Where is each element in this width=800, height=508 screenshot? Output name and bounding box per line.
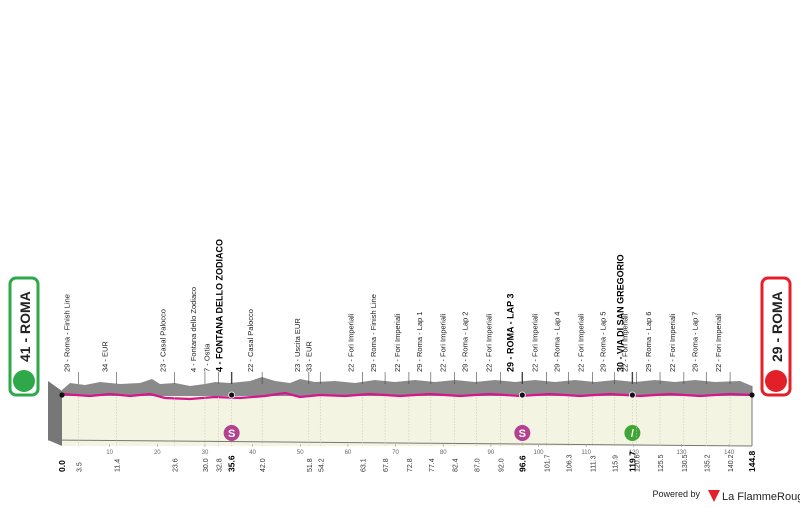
km-tick-label: 120 [629,450,640,456]
waypoint-name: 29 - ROMA - LAP 3 [505,293,515,372]
waypoint-km: 3.5 [77,462,84,472]
waypoint-km: 30.0 [203,458,210,472]
waypoint-name: 22 - Fori Imperiali [393,313,402,372]
waypoint-km: 77.4 [429,458,436,472]
waypoint-name: 29 - Roma - Lap 2 [461,312,470,372]
waypoint-km: 106.3 [567,454,574,472]
waypoint-km: 125.5 [658,454,665,472]
start-km-label: 0.0 [57,460,67,472]
waypoint-km: 130.5 [682,454,689,472]
finish-badge [760,276,792,397]
waypoint-name: 22 - Fori Imperiali [439,313,448,372]
waypoint-name: 22 - Fori Imperiali [621,313,630,372]
waypoint-name: 29 - Roma - Lap 7 [690,312,699,372]
waypoint-km: 101.7 [545,454,552,472]
waypoint-name: 29 - Roma - Lap 1 [415,312,424,372]
waypoint-name: 23 - Uscita EUR [293,318,302,372]
start-km-dot [59,392,65,398]
waypoint-km: 92.0 [498,458,505,472]
waypoint-name: 29 - Roma - Lap 5 [598,312,607,372]
start-badge [8,276,40,397]
waypoint-km: 63.1 [361,458,368,472]
waypoint-name: 29 - Roma - Finish Line [63,294,72,372]
waypoint-name: 33 - EUR [304,341,313,372]
waypoint-name: 23 - Casal Palocco [158,309,167,372]
waypoint-name: 29 - Roma - Lap 6 [644,312,653,372]
waypoint-name: 22 - Fori Imperiali [668,313,677,372]
profile-floor [62,396,752,446]
waypoint-name: 22 - Fori Imperiali [576,313,585,372]
powered-by: Powered by [652,489,700,499]
km-tick-label: 60 [345,450,352,456]
waypoint-km: 96.6 [517,455,527,472]
waypoint-km: 120.6 [635,454,642,472]
waypoint-km: 11.4 [114,459,121,472]
waypoint-km: 51.8 [307,458,314,472]
waypoint-km: 23.6 [172,458,179,472]
start-icon [13,370,35,392]
km-tick-label: 50 [297,450,304,456]
km-tick-label: 70 [392,450,399,456]
waypoint-km: 135.2 [704,454,711,472]
marks: 10 20 30 40 50 60 70 80 90 100 110 120 130 140 0.0 144.… [57,239,757,472]
finish-km-label: 144.8 [747,450,757,472]
sprint-badge [514,425,531,441]
waypoint-name: 7 - Ostia [202,343,211,372]
finish-label: 29 - ROMA [769,291,785,362]
km-tick-label: 140 [724,450,735,456]
profile-side [48,381,62,446]
km-tick-label: 100 [534,450,545,456]
profile-base [47,439,753,447]
waypoint-name: 22 - Casal Palocco [246,309,255,372]
waypoint-km: 67.8 [383,458,390,472]
sprint-symbol: S [519,428,526,440]
km-tick-label: 80 [440,450,447,456]
km-tick-label: 30 [202,450,209,456]
finish-km-dot [749,392,755,398]
climb-symbol: / [631,428,634,440]
sprint-badge [223,425,240,441]
km-tick-label: 20 [154,450,161,456]
waypoint-name: 22 - Fori Imperiali [484,313,493,372]
waypoint-km: 42.0 [260,458,267,472]
km-tick-label: 110 [581,450,591,456]
waypoint-km: 35.6 [227,455,237,472]
profile-silhouette [62,377,752,397]
sprint-symbol: S [228,428,235,440]
waypoint-name: 29 - Roma - Finish Line [369,294,378,372]
finish-icon [765,370,787,392]
km-tick-label: 10 [106,450,113,456]
km-tick-label: 40 [249,450,256,456]
waypoint-dot [228,391,236,399]
waypoint-name: 22 - Fori Imperiali [714,313,723,372]
waypoint-name: 30 - VIA DI SAN GREGORIO [615,254,625,372]
waypoint-km: 140.2 [728,454,735,472]
waypoint-km: 54.2 [318,458,325,472]
start-label: 41 - ROMA [17,291,33,362]
waypoint-name: 34 - EUR [100,341,109,372]
route-line [61,391,753,401]
waypoint-km: 115.9 [612,455,619,472]
waypoint-km: 32.8 [216,458,223,472]
waypoint-name: 29 - Roma - Lap 4 [553,312,562,372]
waypoint-km: 111.3 [590,455,597,472]
km-tick-label: 90 [488,450,495,456]
brand: La FlammeRouge [722,491,800,503]
waypoint-km: 87.0 [475,458,482,472]
waypoint-km: 82.4 [453,458,460,472]
waypoint-dot [518,391,526,399]
km-tick-label: 130 [676,450,687,456]
waypoint-name: 22 - Fori Imperiali [347,313,356,372]
waypoint-name: 4 - FONTANA DELLO ZODIACO [215,239,225,372]
brand-logo [708,490,720,502]
waypoint-km: 119.7 [627,451,637,472]
waypoint-name: 22 - Fori Imperiali [531,313,540,372]
waypoint-name: 4 - Fontana dello Zodiaco [189,287,198,372]
waypoint-km: 72.8 [407,458,414,472]
waypoint-dot [628,391,636,399]
